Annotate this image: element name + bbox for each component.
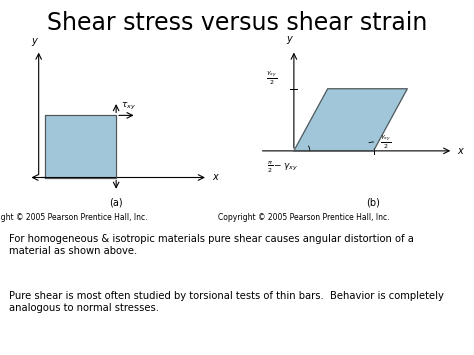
Polygon shape: [45, 115, 116, 178]
Polygon shape: [294, 89, 407, 151]
Text: Copyright © 2005 Pearson Prentice Hall, Inc.: Copyright © 2005 Pearson Prentice Hall, …: [0, 213, 147, 222]
Text: $\tau_{xy}$: $\tau_{xy}$: [121, 101, 136, 112]
Text: (b): (b): [366, 198, 381, 208]
Text: x: x: [458, 146, 464, 156]
Text: $\frac{\pi}{2} - \gamma_{xy}$: $\frac{\pi}{2} - \gamma_{xy}$: [267, 160, 298, 175]
Text: $\frac{\gamma_{xy}}{2}$: $\frac{\gamma_{xy}}{2}$: [380, 133, 392, 151]
Text: y: y: [32, 36, 37, 46]
Text: $\frac{\gamma_{xy}}{2}$: $\frac{\gamma_{xy}}{2}$: [265, 70, 277, 87]
Text: For homogeneous & isotropic materials pure shear causes angular distortion of a
: For homogeneous & isotropic materials pu…: [9, 234, 414, 256]
Text: y: y: [286, 34, 292, 44]
Text: x: x: [212, 173, 218, 182]
Text: Pure shear is most often studied by torsional tests of thin bars.  Behavior is c: Pure shear is most often studied by tors…: [9, 291, 444, 313]
Text: (a): (a): [109, 198, 123, 208]
Text: Shear stress versus shear strain: Shear stress versus shear strain: [47, 11, 427, 35]
Text: Copyright © 2005 Pearson Prentice Hall, Inc.: Copyright © 2005 Pearson Prentice Hall, …: [218, 213, 389, 222]
